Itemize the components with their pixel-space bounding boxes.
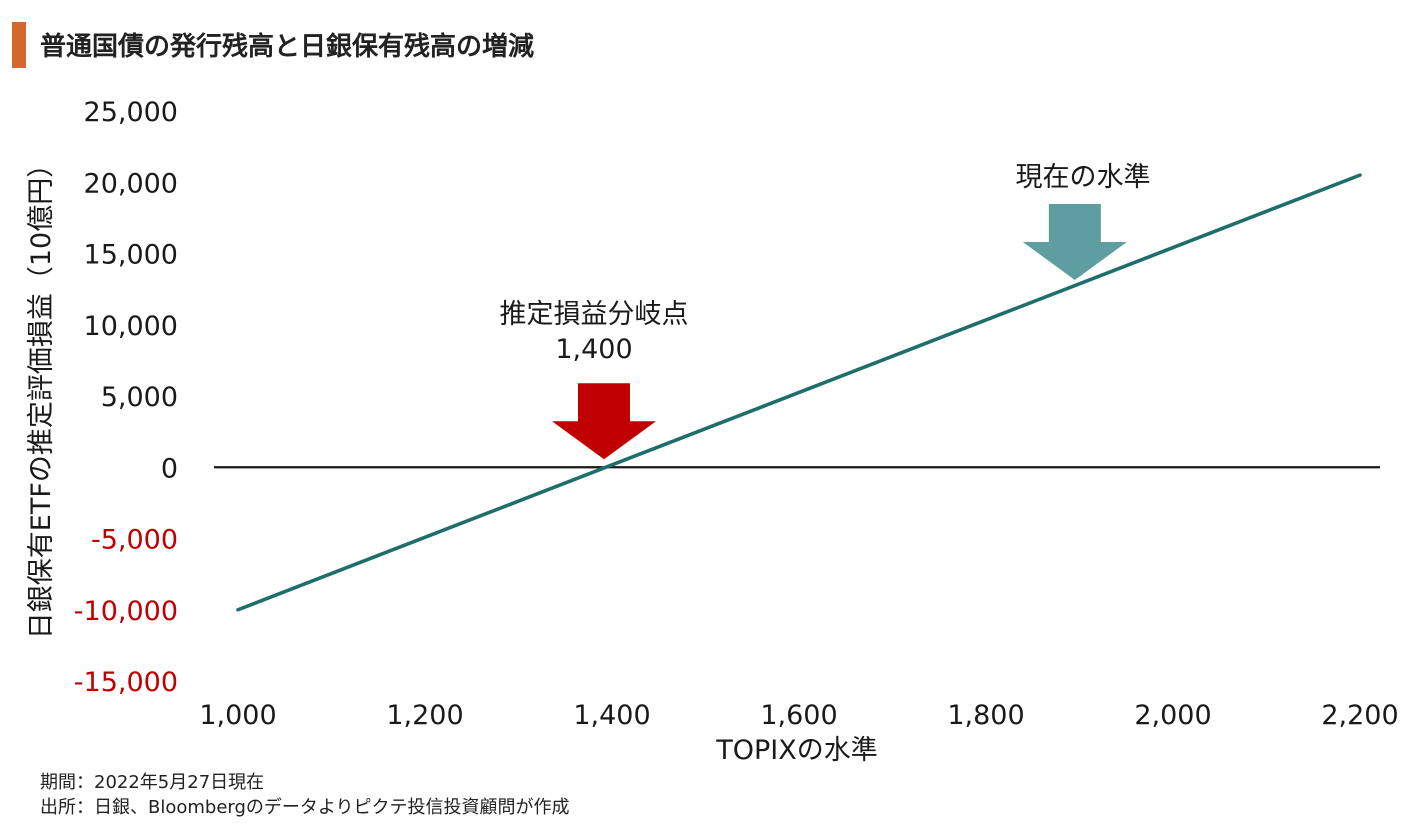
breakeven-label: 推定損益分岐点: [500, 299, 689, 330]
x-tick-label: 2,000: [1134, 700, 1211, 731]
x-tick-label: 1,600: [760, 700, 837, 731]
y-tick-label: 5,000: [101, 382, 178, 413]
x-tick-label: 1,800: [947, 700, 1024, 731]
y-tick-label: 20,000: [84, 168, 178, 199]
y-axis-title: 日銀保有ETFの推定評価損益（10億円）: [26, 151, 57, 639]
y-tick-label: 25,000: [84, 97, 178, 128]
x-tick-label: 1,200: [386, 700, 463, 731]
chart-title: 普通国債の発行残高と日銀保有残高の増減: [40, 32, 535, 62]
x-axis-title: TOPIXの水準: [715, 735, 878, 766]
series-line: [236, 173, 1362, 612]
period-note: 期間：2022年5月27日現在: [40, 772, 265, 793]
y-tick-label: -10,000: [74, 596, 178, 627]
y-tick-label: 15,000: [84, 240, 178, 271]
y-tick-label: -5,000: [91, 525, 178, 556]
y-tick-label: -15,000: [74, 667, 178, 698]
y-tick-label: 0: [161, 453, 178, 484]
source-note: 期間：2022年5月27日現在 出所：日銀、Bloombergのデータよりピクテ…: [40, 770, 570, 820]
x-tick-label: 1,000: [199, 700, 276, 731]
current-level-label: 現在の水準: [1016, 162, 1151, 193]
origin-note: 出所：日銀、Bloombergのデータよりピクテ投信投資顧問が作成: [40, 797, 570, 818]
x-tick-label: 2,200: [1321, 700, 1398, 731]
breakeven-value-label: 1,400: [555, 334, 632, 365]
y-tick-label: 10,000: [84, 311, 178, 342]
breakeven-arrow: [552, 383, 656, 460]
current-level-arrow: [1022, 204, 1127, 280]
x-tick-label: 1,400: [573, 700, 650, 731]
title-accent-bar: [12, 22, 26, 68]
